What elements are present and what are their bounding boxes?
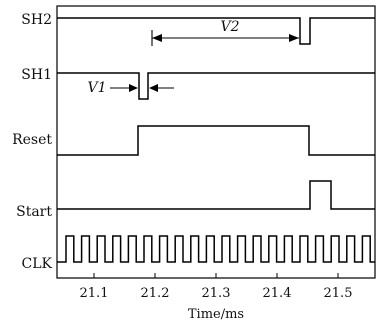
signal-label-clk: CLK [22,256,53,272]
x-tick-label: 21.4 [263,286,292,301]
v1-interval-marker: V1 [87,80,174,96]
x-tick-label: 21.1 [80,286,109,301]
v1-arrowhead-left [129,84,138,92]
v2-arrowhead-left [152,34,162,42]
x-tick-label: 21.3 [202,286,231,301]
start-waveform [57,180,375,210]
v2-arrowhead-right [289,34,299,42]
x-tick-label: 21.2 [141,286,170,301]
x-tick-label: 21.5 [324,286,353,301]
x-axis-title: Time/ms [188,307,244,322]
v2-label: V2 [220,19,239,35]
signal-label-sh2: SH2 [21,12,52,28]
signal-label-start: Start [16,204,52,220]
sh1-waveform [57,72,375,100]
signal-label-sh1: SH1 [21,67,52,83]
v1-arrowhead-right [149,84,158,92]
clk-waveform [57,235,375,263]
v1-label: V1 [87,80,106,96]
v2-interval-marker: V2 [151,19,299,46]
sh2-waveform [57,17,375,45]
signal-label-reset: Reset [12,132,52,148]
reset-waveform [57,125,375,156]
x-axis: 21.1 21.2 21.3 21.4 21.5 Time/ms [80,273,353,322]
